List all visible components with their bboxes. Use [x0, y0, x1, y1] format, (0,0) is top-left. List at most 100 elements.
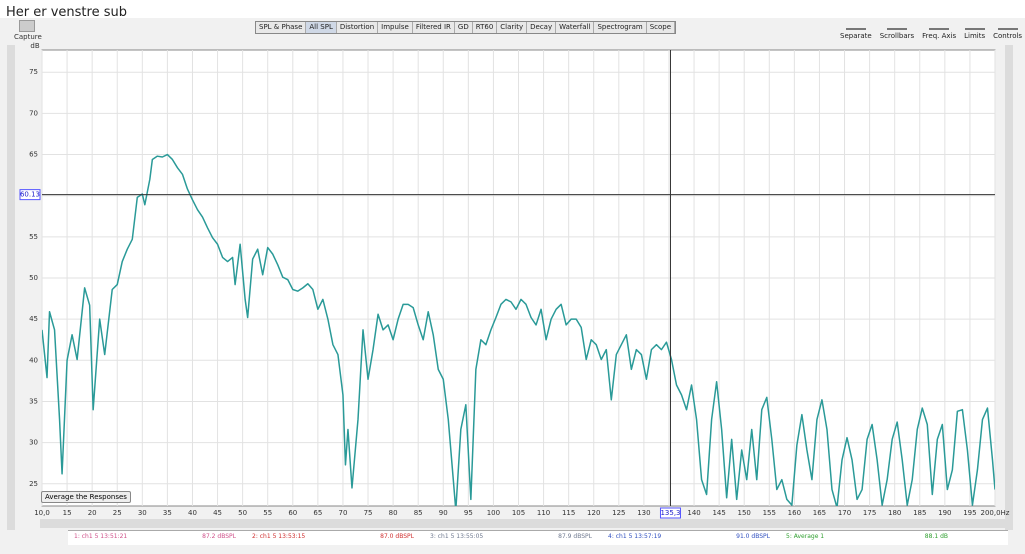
cursor-label-box: [659, 507, 681, 519]
v-scrollbar-right[interactable]: [1005, 45, 1013, 530]
legend-level: 87.2 dBSPL: [202, 533, 236, 540]
x-tick-label: 50: [238, 509, 247, 517]
toolbar-button[interactable]: Limits: [964, 18, 985, 40]
cursor-x-label: 135,3: [660, 509, 680, 517]
x-tick-label: 90: [439, 509, 448, 517]
legend-item[interactable]: 1: ch1 5 13:51:21 87.2 dBSPL: [68, 531, 246, 545]
x-tick-label: 160: [788, 509, 801, 517]
x-tick-label: 85: [414, 509, 423, 517]
button-icon: [997, 20, 1018, 30]
x-tick-label: 155: [763, 509, 776, 517]
legend-label: 4: ch1 5 13:57:19: [608, 533, 662, 540]
x-tick-label: 120: [587, 509, 600, 517]
y-tick-label: 65: [29, 151, 38, 159]
y-tick-label: 35: [29, 397, 38, 405]
legend-level: 87.0 dBSPL: [380, 533, 414, 540]
y-tick-label: 40: [29, 356, 38, 364]
legend-bar: 1: ch1 5 13:51:21 87.2 dBSPL 2: ch1 5 13:5…: [68, 530, 1008, 545]
legend-label: 5: Average 1: [786, 533, 825, 540]
x-tick-label: 40: [188, 509, 197, 517]
toolbar-button[interactable]: Freq. Axis: [922, 18, 956, 40]
x-tick-label: 180: [888, 509, 901, 517]
legend-item[interactable]: 4: ch1 5 13:57:19 91.0 dBSPL: [602, 531, 780, 545]
x-tick-label: 80: [389, 509, 398, 517]
x-tick-label: 200,0Hz: [981, 509, 1010, 517]
x-tick-label: 60: [288, 509, 297, 517]
legend-level: 91.0 dBSPL: [736, 533, 770, 540]
x-tick-label: 20: [88, 509, 97, 517]
button-label: Freq. Axis: [922, 32, 957, 40]
capture-icon: [19, 20, 35, 32]
response-line: [42, 153, 995, 506]
x-tick-label: 125: [612, 509, 625, 517]
x-tick-label: 195: [963, 509, 976, 517]
x-tick-label: 45: [213, 509, 222, 517]
legend-label: 1: ch1 5 13:51:21: [74, 533, 128, 540]
button-icon: [886, 20, 907, 30]
button-label: Controls: [993, 32, 1023, 40]
legend-item[interactable]: 5: Average 1 88.1 dB: [780, 531, 958, 545]
x-tick-label: 175: [863, 509, 876, 517]
tab[interactable]: Clarity: [497, 22, 528, 33]
tab[interactable]: Scope: [647, 22, 676, 33]
x-tick-label: 105: [512, 509, 525, 517]
tab[interactable]: Waterfall: [556, 22, 595, 33]
tab[interactable]: Spectrogram: [594, 22, 647, 33]
tab[interactable]: Filtered IR: [413, 22, 455, 33]
cursor-label-box: [19, 189, 41, 201]
x-tick-label: 100: [487, 509, 500, 517]
y-tick-label: 50: [29, 274, 38, 282]
v-scrollbar[interactable]: [7, 45, 15, 530]
legend-label: 2: ch1 5 13:53:15: [252, 533, 306, 540]
window-title: Her er venstre sub: [6, 5, 127, 20]
x-tick-label: 165: [813, 509, 826, 517]
toolbar-button[interactable]: Scrollbars: [880, 18, 914, 40]
capture-button[interactable]: Capture: [14, 18, 42, 41]
legend-item[interactable]: 2: ch1 5 13:53:15 87.0 dBSPL: [246, 531, 424, 545]
y-tick-label: 55: [29, 233, 38, 241]
tab[interactable]: Decay: [527, 22, 557, 33]
x-tick-label: 190: [938, 509, 951, 517]
x-tick-label: 95: [464, 509, 473, 517]
tab[interactable]: RT60: [473, 22, 498, 33]
button-icon: [929, 20, 950, 30]
h-scrollbar[interactable]: [40, 519, 1005, 528]
x-tick-label: 15: [63, 509, 72, 517]
x-tick-label: 110: [537, 509, 550, 517]
y-tick-label: 70: [29, 109, 38, 117]
toolbar: Separate Scrollbars Freq. Axis Limits Contro…: [840, 18, 1022, 40]
average-button[interactable]: Average the Responses: [41, 491, 131, 503]
legend-level: 88.1 dB: [924, 533, 948, 540]
tab[interactable]: GD: [455, 22, 473, 33]
x-tick-label: 150: [738, 509, 751, 517]
tab-bar: SPL & Phase All SPL Distortion Impulse Filte…: [255, 21, 677, 34]
y-tick-label: 30: [29, 439, 38, 447]
cursor-y-label: 60.13: [20, 191, 40, 199]
y-tick-label: 75: [29, 68, 38, 76]
button-label: Separate: [840, 32, 872, 40]
x-tick-label: 30: [138, 509, 147, 517]
x-tick-label: 70: [338, 509, 347, 517]
legend-item[interactable]: 3: ch1 5 13:55:05 87.9 dBSPL: [424, 531, 602, 545]
tab[interactable]: Impulse: [378, 22, 413, 33]
button-icon: [845, 20, 866, 30]
x-tick-label: 55: [263, 509, 272, 517]
x-tick-label: 130: [637, 509, 650, 517]
y-axis-label: dB: [30, 42, 39, 50]
button-label: Scrollbars: [879, 32, 915, 40]
button-icon: [964, 20, 985, 30]
x-tick-label: 140: [687, 509, 700, 517]
x-tick-label: 170: [838, 509, 851, 517]
toolbar-button[interactable]: Controls: [993, 18, 1022, 40]
tab[interactable]: SPL & Phase: [256, 22, 307, 33]
x-tick-label: 145: [712, 509, 725, 517]
capture-label: Capture: [14, 33, 42, 41]
toolbar-button[interactable]: Separate: [840, 18, 872, 40]
x-tick-label: 115: [562, 509, 575, 517]
x-tick-label: 25: [113, 509, 122, 517]
tab[interactable]: All SPL: [306, 22, 337, 33]
tab[interactable]: Distortion: [337, 22, 379, 33]
button-label: Limits: [964, 32, 986, 40]
